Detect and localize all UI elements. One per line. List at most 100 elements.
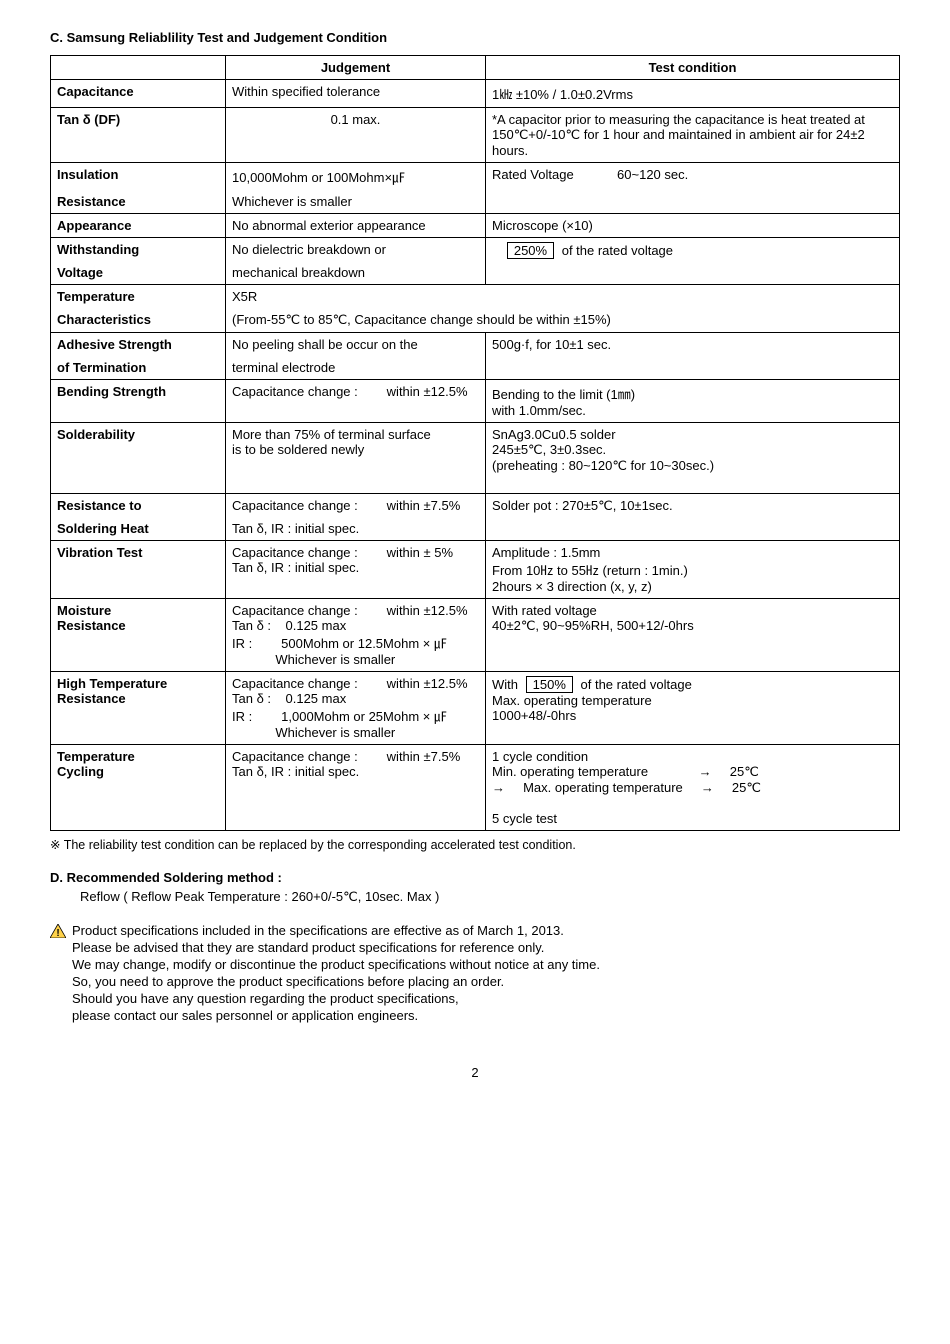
param-appearance: Appearance: [51, 214, 226, 238]
tcyc-j2: Tan δ, IR : initial spec.: [232, 764, 479, 779]
tcyc-c3a: Max. operating temperature: [523, 780, 683, 795]
param-tempchar: Temperature: [51, 285, 226, 309]
judge-withstand-2: mechanical breakdown: [226, 261, 486, 285]
cond-appearance: Microscope (×10): [486, 214, 900, 238]
param-characteristics: Characteristics: [51, 308, 226, 333]
row-temp-cycling: Temperature Cycling Capacitance change :…: [51, 745, 900, 831]
warn-l5: Should you have any question regarding t…: [72, 991, 600, 1006]
cond-tan: *A capacitor prior to measuring the capa…: [486, 108, 900, 163]
solder-c3: (preheating : 80~120℃ for 10~30sec.): [492, 458, 893, 474]
row-vibration: Vibration Test Capacitance change : with…: [51, 541, 900, 599]
htr-c2: Max. operating temperature: [492, 693, 893, 708]
cond-rsh: Solder pot : 270±5℃, 10±1sec.: [486, 494, 900, 541]
solder-j1: More than 75% of terminal surface: [232, 427, 479, 442]
htr-j4: Whichever is smaller: [275, 725, 395, 740]
tcyc-j1r: within ±7.5%: [387, 749, 461, 764]
row-bending: Bending Strength Capacitance change : wi…: [51, 380, 900, 423]
warn-l4: So, you need to approve the product spec…: [72, 974, 600, 989]
judge-solder: More than 75% of terminal surface is to …: [226, 423, 486, 494]
tcyc-c2b: 25℃: [730, 764, 759, 779]
arrow-icon: →: [699, 764, 712, 779]
moist-j2r: 0.125 max: [286, 618, 347, 633]
param-termination: of Termination: [51, 356, 226, 380]
judge-tcyc: Capacitance change : within ±7.5% Tan δ,…: [226, 745, 486, 831]
warn-l3: We may change, modify or discontinue the…: [72, 957, 600, 972]
judge-moisture: Capacitance change : within ±12.5% Tan δ…: [226, 599, 486, 672]
htr-box: 150%: [526, 676, 573, 693]
row-capacitance: Capacitance Within specified tolerance 1…: [51, 80, 900, 108]
warning-text: Product specifications included in the s…: [72, 923, 600, 1025]
reliability-footnote: ※ The reliability test condition can be …: [50, 837, 900, 852]
cond-insulation: Rated Voltage 60~120 sec.: [486, 163, 900, 214]
warn-l6: please contact our sales personnel or ap…: [72, 1008, 600, 1023]
svg-text:!: !: [56, 928, 59, 938]
vib-c1: Amplitude : 1.5mm: [492, 545, 893, 560]
row-withstand-1: Withstanding No dielectric breakdown or …: [51, 238, 900, 262]
htr-j3l: IR :: [232, 709, 252, 724]
tcyc-c3b: 25℃: [732, 780, 761, 795]
reliability-table: Judgement Test condition Capacitance Wit…: [50, 55, 900, 831]
cond-htr: With 150% of the rated voltage Max. oper…: [486, 672, 900, 745]
param-resistance: Resistance: [51, 190, 226, 214]
judge-rsh-1: Capacitance change : within ±7.5%: [226, 494, 486, 518]
param-moisture: Moisture Resistance: [51, 599, 226, 672]
param-capacitance: Capacitance: [51, 80, 226, 108]
vib-j1l: Capacitance change :: [232, 545, 358, 560]
section-d-title: D. Recommended Soldering method :: [50, 870, 900, 885]
vib-c3: 2hours × 3 direction (x, y, z): [492, 579, 893, 594]
row-appearance: Appearance No abnormal exterior appearan…: [51, 214, 900, 238]
htr-p2: Resistance: [57, 691, 219, 706]
row-rsh-1: Resistance to Capacitance change : withi…: [51, 494, 900, 518]
vib-c2: From 10㎐ to 55㎐ (return : 1min.): [492, 560, 893, 579]
warn-l1: Product specifications included in the s…: [72, 923, 600, 938]
row-tan-delta: Tan δ (DF) 0.1 max. *A capacitor prior t…: [51, 108, 900, 163]
param-soldering-heat: Soldering Heat: [51, 517, 226, 541]
judge-tempchar-2: (From-55℃ to 85℃, Capacitance change sho…: [226, 308, 900, 333]
cond-tcyc: 1 cycle condition Min. operating tempera…: [486, 745, 900, 831]
bend-c2: with 1.0mm/sec.: [492, 403, 893, 418]
param-vibration: Vibration Test: [51, 541, 226, 599]
row-solderability: Solderability More than 75% of terminal …: [51, 423, 900, 494]
tcyc-c1: 1 cycle condition: [492, 749, 893, 764]
row-adhesive-1: Adhesive Strength No peeling shall be oc…: [51, 333, 900, 357]
judge-capacitance: Within specified tolerance: [226, 80, 486, 108]
warn-l2: Please be advised that they are standard…: [72, 940, 600, 955]
judge-insulation-1: 10,000Mohm or 100Mohm×㎌: [226, 163, 486, 191]
judge-appearance: No abnormal exterior appearance: [226, 214, 486, 238]
rsh-r: within ±7.5%: [387, 498, 461, 513]
moist-j4: Whichever is smaller: [275, 652, 395, 667]
withstand-after: of the rated voltage: [562, 243, 673, 258]
section-c-title: C. Samsung Reliablility Test and Judgeme…: [50, 30, 900, 45]
moist-p2: Resistance: [57, 618, 219, 633]
warning-block: ! Product specifications included in the…: [50, 923, 900, 1025]
judge-vibration: Capacitance change : within ± 5% Tan δ, …: [226, 541, 486, 599]
withstand-box: 250%: [507, 242, 554, 259]
param-tan: Tan δ (DF): [51, 108, 226, 163]
row-moisture: Moisture Resistance Capacitance change :…: [51, 599, 900, 672]
param-bending: Bending Strength: [51, 380, 226, 423]
param-insulation: Insulation: [51, 163, 226, 191]
solder-j2: is to be soldered newly: [232, 442, 479, 457]
judge-adhesive-1: No peeling shall be occur on the: [226, 333, 486, 357]
row-high-temp: High Temperature Resistance Capacitance …: [51, 672, 900, 745]
warning-triangle-icon: !: [50, 924, 66, 938]
solder-c1: SnAg3.0Cu0.5 solder: [492, 427, 893, 442]
section-d-line: Reflow ( Reflow Peak Temperature : 260+0…: [80, 889, 900, 905]
judge-rsh-2: Tan δ, IR : initial spec.: [226, 517, 486, 541]
cond-insulation-r: 60~120 sec.: [617, 167, 688, 182]
header-blank: [51, 56, 226, 80]
moist-j2l: Tan δ :: [232, 618, 271, 633]
param-rsh: Resistance to: [51, 494, 226, 518]
judge-insulation-2: Whichever is smaller: [226, 190, 486, 214]
arrow-icon: →: [492, 780, 505, 795]
param-solder: Solderability: [51, 423, 226, 494]
cond-vibration: Amplitude : 1.5mm From 10㎐ to 55㎐ (retur…: [486, 541, 900, 599]
htr-j1r: within ±12.5%: [387, 676, 468, 691]
judge-bending: Capacitance change : within ±12.5%: [226, 380, 486, 423]
row-insulation-1: Insulation 10,000Mohm or 100Mohm×㎌ Rated…: [51, 163, 900, 191]
vib-j2: Tan δ, IR : initial spec.: [232, 560, 479, 575]
header-judgement: Judgement: [226, 56, 486, 80]
cond-moisture: With rated voltage 40±2℃, 90~95%RH, 500+…: [486, 599, 900, 672]
cond-solder: SnAg3.0Cu0.5 solder 245±5℃, 3±0.3sec. (p…: [486, 423, 900, 494]
param-voltage: Voltage: [51, 261, 226, 285]
